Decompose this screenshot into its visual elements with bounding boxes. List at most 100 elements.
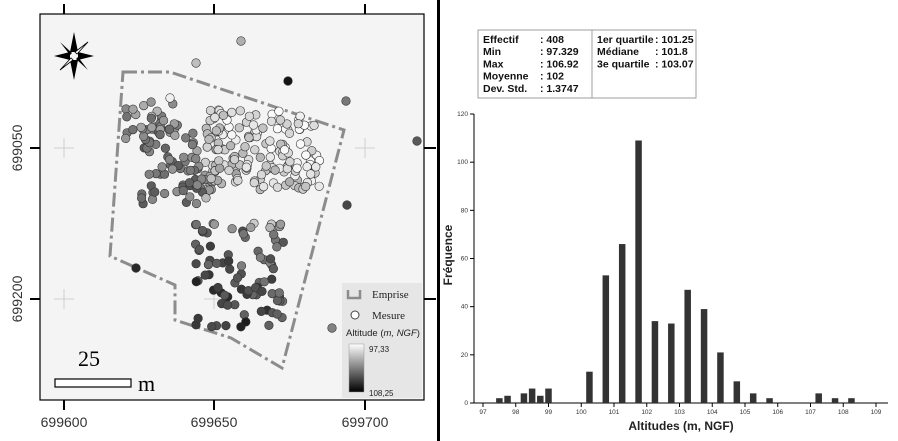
y-tick-label-2: 699200	[9, 275, 25, 322]
measurement-point	[144, 169, 154, 179]
emprise-boundary	[108, 70, 346, 371]
x-tick-label: 105	[740, 409, 751, 416]
measurement-point	[191, 219, 201, 230]
measurement-point	[211, 126, 221, 136]
x-tick-label: 102	[641, 409, 652, 416]
measurement-point	[341, 96, 351, 106]
x-tick-label: 108	[838, 409, 849, 416]
measurement-point	[275, 115, 286, 125]
scale-value: 25	[78, 346, 100, 371]
stats-label: Moyenne	[483, 71, 529, 83]
measurement-point	[274, 288, 284, 298]
measurement-point	[342, 200, 352, 210]
measurement-point	[282, 119, 292, 129]
stats-right-column: 1er quartile: 101.25 Médiane: 101.8 3e qua…	[597, 34, 694, 70]
measurement-point	[276, 219, 286, 229]
scale-unit: m	[138, 371, 155, 396]
legend-min-label: 97,33	[369, 345, 390, 354]
measurement-point	[185, 192, 195, 202]
measurement-point	[165, 155, 175, 165]
measurement-point	[191, 154, 201, 164]
north-arrow-icon	[54, 32, 94, 80]
measurement-point	[122, 112, 132, 122]
histogram-bar	[635, 140, 642, 403]
measurement-point	[220, 290, 230, 300]
histogram-bar	[684, 289, 691, 403]
y-tick-label-1: 699050	[9, 124, 25, 171]
measurement-point	[192, 180, 202, 190]
measurement-point	[178, 185, 188, 196]
measurement-point	[160, 143, 170, 153]
histogram-bar	[700, 309, 708, 403]
measurement-point	[128, 125, 138, 135]
measurement-point	[139, 131, 149, 141]
measurement-point	[213, 145, 223, 155]
y-tick-label: 80	[461, 207, 469, 214]
measurement-point	[136, 122, 146, 132]
measurement-point	[285, 157, 295, 167]
x-tick-label: 97	[479, 409, 487, 416]
legend-altitude-title: Altitude (m, NGF)	[346, 328, 420, 339]
measurement-point	[157, 162, 167, 172]
x-tick-label: 106	[772, 409, 783, 416]
histogram-bar	[733, 381, 741, 403]
measurement-point	[146, 97, 156, 107]
histogram-bar	[496, 398, 503, 403]
measurement-points	[121, 36, 422, 333]
measurement-point	[200, 270, 210, 280]
measurement-point	[188, 128, 198, 138]
chart-panel: Effectif: 408 Min: 97.329 Max: 106.92 Moyen…	[440, 0, 898, 441]
measurement-point	[240, 142, 250, 152]
stats-box-border	[477, 29, 697, 99]
stats-label: Min	[483, 46, 501, 58]
measurement-point	[233, 175, 243, 186]
histogram-bar	[602, 275, 610, 403]
histogram-bar	[668, 323, 675, 403]
measurement-point	[314, 181, 324, 191]
histogram-bar	[504, 395, 511, 403]
measurement-point	[191, 58, 201, 68]
measurement-point	[301, 181, 311, 192]
measurement-point	[227, 224, 237, 234]
stats-value: : 101.8	[655, 46, 688, 58]
measurement-point	[170, 130, 180, 140]
measurement-point	[265, 152, 275, 162]
measurement-point	[191, 198, 202, 209]
measurement-point	[131, 263, 141, 273]
measurement-point	[250, 145, 260, 155]
measurement-point	[246, 222, 256, 232]
measurement-point	[227, 130, 237, 140]
x-tick-label: 99	[545, 409, 553, 416]
measurement-point	[258, 123, 268, 133]
measurement-point	[202, 142, 212, 152]
histogram-bar	[528, 388, 536, 403]
measurement-point	[249, 178, 259, 188]
measurement-point	[221, 321, 231, 331]
measurement-point	[207, 322, 217, 332]
histogram-bar	[815, 393, 822, 403]
measurement-point	[212, 258, 222, 269]
measurement-point	[198, 226, 208, 236]
stats-value: : 408	[540, 34, 564, 46]
stats-value: : 102	[540, 71, 564, 83]
measurement-point	[241, 162, 251, 172]
stats-label: 1er quartile	[597, 34, 654, 46]
measurement-point	[285, 177, 295, 187]
measurement-point	[236, 261, 247, 271]
measurement-point	[137, 193, 147, 203]
stats-value: : 103.07	[655, 58, 694, 70]
measurement-point	[210, 112, 220, 123]
measurement-point	[205, 105, 216, 116]
measurement-point	[187, 140, 197, 150]
x-tick-label: 98	[512, 409, 520, 416]
stats-value: : 101.25	[655, 34, 694, 46]
measurement-point	[266, 116, 277, 126]
measurement-point	[293, 119, 303, 129]
stats-label: Médiane	[597, 46, 639, 58]
measurement-point	[204, 134, 214, 144]
measurement-point	[150, 187, 160, 197]
measurement-point	[179, 152, 189, 162]
measurement-point	[309, 120, 319, 130]
measurement-point	[241, 317, 251, 327]
altitude-color-ramp	[348, 343, 365, 393]
